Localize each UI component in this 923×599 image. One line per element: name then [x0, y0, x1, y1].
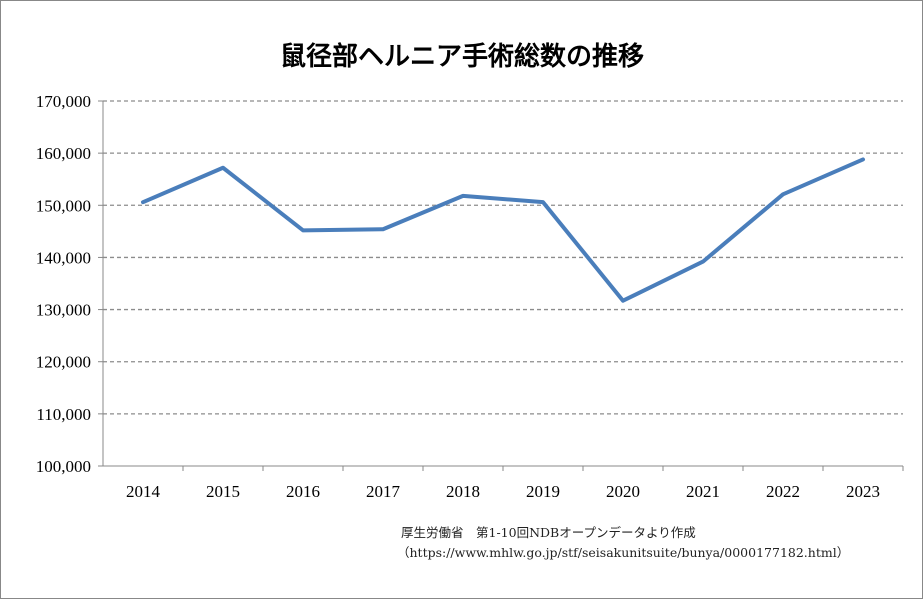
y-tick-label: 110,000 — [36, 405, 91, 424]
y-tick-label: 160,000 — [36, 144, 91, 163]
source-url: （https://www.mhlw.go.jp/stf/seisakunitsu… — [397, 545, 850, 560]
y-tick-label: 170,000 — [36, 92, 91, 111]
x-tick-label: 2022 — [766, 482, 800, 501]
x-tick-label: 2021 — [686, 482, 720, 501]
x-tick-label: 2023 — [846, 482, 880, 501]
y-tick-label: 120,000 — [36, 353, 91, 372]
x-tick-label: 2018 — [446, 482, 480, 501]
chart-title: 鼠径部ヘルニア手術総数の推移 — [280, 41, 644, 72]
source-note: 厚生労働省 第1-10回NDBオープンデータより作成 — [401, 525, 696, 540]
series-line — [141, 157, 865, 303]
x-tick-label: 2019 — [526, 482, 560, 501]
x-tick-label: 2016 — [286, 482, 320, 501]
y-tick-label: 140,000 — [36, 248, 91, 267]
x-tick-label: 2015 — [206, 482, 240, 501]
x-tick-label: 2017 — [366, 482, 401, 501]
x-tick-label: 2014 — [126, 482, 161, 501]
y-tick-label: 100,000 — [36, 457, 91, 476]
y-tick-label: 150,000 — [36, 196, 91, 215]
x-tick-label: 2020 — [606, 482, 640, 501]
y-tick-label: 130,000 — [36, 301, 91, 320]
